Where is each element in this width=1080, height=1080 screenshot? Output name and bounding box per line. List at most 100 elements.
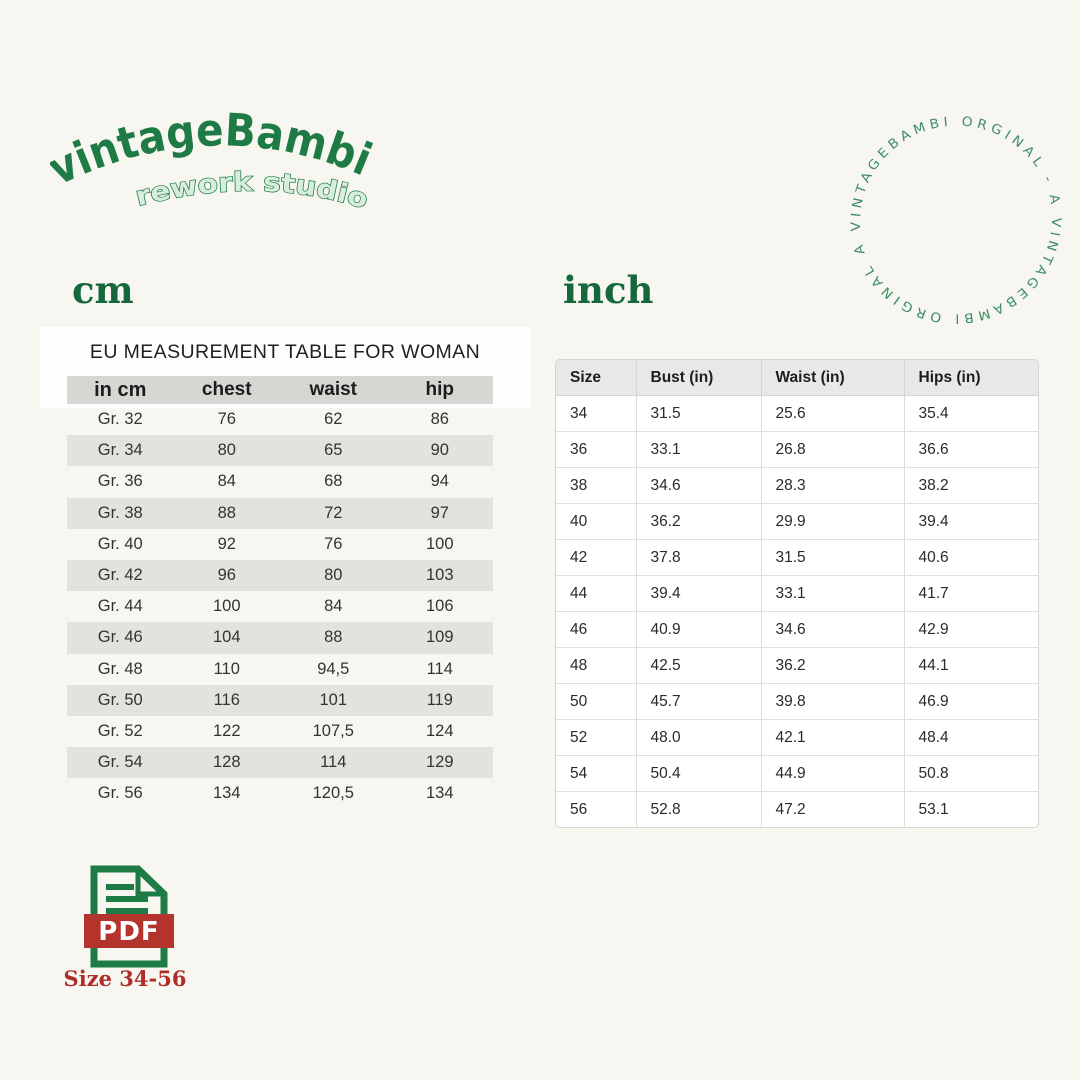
cm-table-row: Gr. 34 80 65 90 bbox=[67, 435, 493, 467]
cm-table-cell: 76 bbox=[324, 534, 343, 553]
inch-table-row: 48 42.5 36.2 44.1 bbox=[556, 647, 1038, 684]
cm-table-cell: Gr. 36 bbox=[97, 472, 143, 491]
inch-table-cell: 50.4 bbox=[635, 755, 761, 792]
pdf-file-icon[interactable]: PDF bbox=[76, 864, 192, 968]
cm-table-cell: 97 bbox=[430, 503, 449, 522]
inch-table-cell: 40.9 bbox=[635, 611, 761, 648]
cm-table-cell: Gr. 38 bbox=[97, 503, 143, 522]
cm-table-cell: 104 bbox=[212, 628, 241, 647]
cm-table-cell: 129 bbox=[425, 753, 454, 772]
inch-table-cell: 44.1 bbox=[903, 647, 1038, 684]
cm-table-cell: 134 bbox=[425, 784, 454, 803]
cm-table-cell: 116 bbox=[213, 690, 240, 709]
cm-table-cell: 88 bbox=[324, 628, 343, 647]
inch-table-cell: 48 bbox=[556, 647, 636, 684]
cm-table-cell: 65 bbox=[324, 441, 343, 460]
inch-table-cell: 53.1 bbox=[903, 791, 1038, 827]
cm-table-row: Gr. 36 84 68 94 bbox=[67, 466, 493, 497]
cm-measurement-table: in cm chest waist hip Gr. 32 76 62 86 Gr. 34… bbox=[67, 376, 493, 809]
inch-table-cell: 40 bbox=[556, 503, 636, 540]
cm-table-cell: 86 bbox=[430, 410, 449, 429]
cm-table-row: Gr. 38 88 72 97 bbox=[67, 497, 493, 529]
cm-table-cell: 101 bbox=[319, 690, 348, 709]
cm-table-cell: 72 bbox=[324, 503, 343, 522]
inch-table-cell: 42.5 bbox=[635, 647, 761, 684]
inch-table-cell: 28.3 bbox=[760, 467, 904, 504]
inch-table-cell: 37.8 bbox=[635, 539, 761, 576]
inch-table-cell: 44 bbox=[556, 575, 636, 612]
cm-table-cell: 122 bbox=[212, 721, 241, 740]
cm-table-cell: 88 bbox=[217, 503, 236, 522]
inch-table-row: 46 40.9 34.6 42.9 bbox=[556, 611, 1038, 648]
cm-table-cell: Gr. 54 bbox=[97, 753, 143, 772]
cm-column-header: hip bbox=[386, 376, 493, 404]
inch-table-cell: 34.6 bbox=[760, 611, 904, 648]
cm-table-row: Gr. 46 104 88 109 bbox=[67, 622, 493, 654]
inch-table-cell: 50 bbox=[556, 683, 636, 720]
cm-table-title: EU MEASUREMENT TABLE FOR WOMAN bbox=[89, 341, 481, 363]
cm-table-row: Gr. 32 76 62 86 bbox=[67, 404, 493, 435]
cm-table-cell: 114 bbox=[426, 659, 453, 678]
cm-table-cell: 94,5 bbox=[317, 659, 350, 678]
inch-table-cell: 33.1 bbox=[635, 431, 761, 468]
cm-table-cell: Gr. 34 bbox=[97, 441, 143, 460]
cm-table-cell: 114 bbox=[320, 753, 347, 772]
original-stamp-badge: A VINTAGEBAMBI ORGINAL - A VINTAGEBAMBI … bbox=[843, 107, 1059, 325]
inch-column-header: Size bbox=[556, 360, 636, 396]
cm-table-cell: 124 bbox=[425, 721, 454, 740]
inch-table-cell: 56 bbox=[570, 800, 588, 818]
vintagebambi-logo: vintageBambi rework studio bbox=[50, 103, 379, 216]
cm-table-cell: Gr. 50 bbox=[97, 690, 143, 709]
inch-table-cell: 46.9 bbox=[903, 683, 1038, 720]
cm-column-header: in cm bbox=[67, 376, 174, 404]
cm-table-row: Gr. 56 134 120,5 134 bbox=[67, 778, 493, 809]
cm-table-cell: 106 bbox=[425, 597, 454, 616]
cm-table-cell: 128 bbox=[212, 753, 241, 772]
inch-table-cell: 48.4 bbox=[903, 719, 1038, 756]
inch-table-cell: 44.9 bbox=[760, 755, 904, 792]
cm-table-row: Gr. 44 100 84 106 bbox=[67, 591, 493, 622]
cm-table-cell: 100 bbox=[425, 534, 454, 553]
cm-table-cell: Gr. 40 bbox=[97, 534, 143, 553]
inch-table-cell: 39.4 bbox=[903, 503, 1038, 540]
inch-table-cell: 47.2 bbox=[760, 791, 904, 827]
cm-table-cell: 109 bbox=[425, 628, 454, 647]
inch-table-cell: 46 bbox=[556, 611, 636, 648]
cm-table-cell: Gr. 44 bbox=[97, 597, 143, 616]
pdf-banner bbox=[84, 914, 174, 948]
inch-measurement-table: Size Bust (in) Waist (in) Hips (in) 34 31… bbox=[556, 360, 1038, 827]
inch-table-cell: 52.8 bbox=[635, 791, 761, 827]
inch-table-cell: 34.6 bbox=[635, 467, 761, 504]
cm-table-cell: 107,5 bbox=[312, 721, 354, 740]
cm-table-cell: 90 bbox=[430, 441, 449, 460]
inch-table-cell: 35.4 bbox=[903, 395, 1038, 432]
inch-table-cell: 40.6 bbox=[903, 539, 1038, 576]
inch-table-row: 52 48.0 42.1 48.4 bbox=[556, 719, 1038, 756]
inch-table-cell: 25.6 bbox=[760, 395, 904, 432]
inch-section-heading: inch bbox=[563, 268, 654, 312]
cm-table-row: Gr. 40 92 76 100 bbox=[67, 529, 493, 560]
inch-table-row: 42 37.8 31.5 40.6 bbox=[556, 539, 1038, 576]
inch-table-cell: 48.0 bbox=[635, 719, 761, 756]
cm-table-cell: 92 bbox=[217, 534, 236, 553]
inch-table-cell: 33.1 bbox=[760, 575, 904, 612]
inch-table-cell: 42.1 bbox=[760, 719, 904, 756]
cm-table-cell: Gr. 48 bbox=[97, 659, 143, 678]
inch-table-cell: 54 bbox=[556, 755, 636, 792]
inch-table-cell: 31.5 bbox=[760, 539, 904, 576]
inch-table-cell: 36.2 bbox=[760, 647, 904, 684]
inch-table-row: 56 52.8 47.2 53.1 bbox=[556, 791, 1038, 827]
cm-table-cell: 80 bbox=[324, 566, 343, 585]
cm-table-header-row: in cm chest waist hip bbox=[67, 376, 493, 404]
inch-table-header-row: Size Bust (in) Waist (in) Hips (in) bbox=[556, 360, 1038, 396]
inch-table-cell: 45.7 bbox=[635, 683, 761, 720]
cm-table-row: Gr. 52 122 107,5 124 bbox=[67, 716, 493, 747]
cm-table-cell: Gr. 56 bbox=[97, 784, 143, 803]
cm-table-cell: Gr. 32 bbox=[97, 410, 143, 429]
inch-table-cell: 50.8 bbox=[903, 755, 1038, 792]
inch-table-cell: 38.2 bbox=[903, 467, 1038, 504]
cm-table-cell: 134 bbox=[212, 784, 241, 803]
cm-table-cell: Gr. 42 bbox=[97, 566, 143, 585]
cm-table-cell: 110 bbox=[213, 659, 240, 678]
